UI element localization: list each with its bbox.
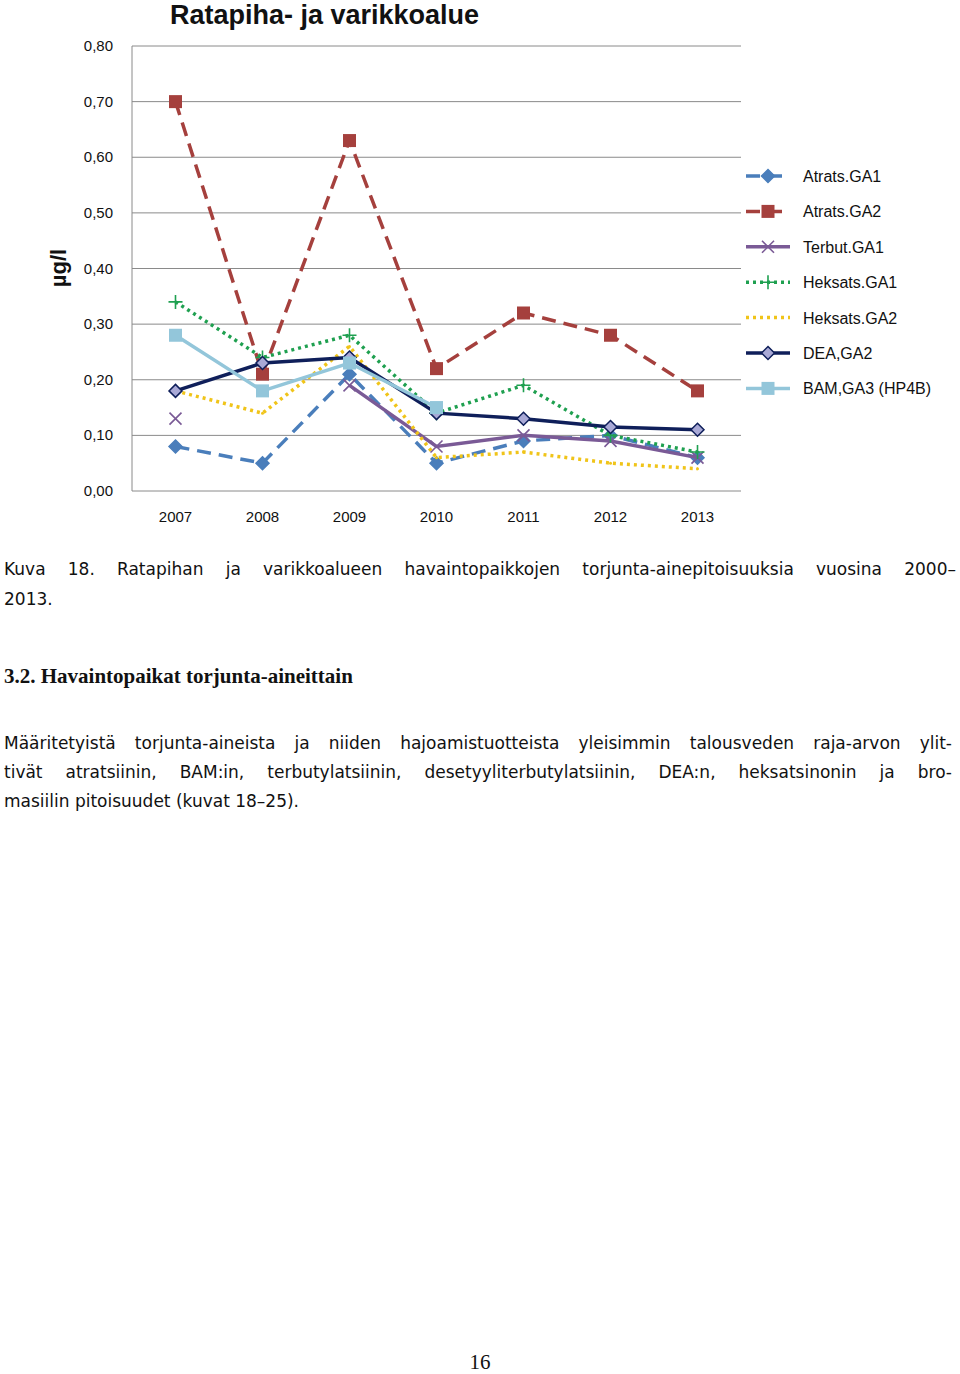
marker <box>517 378 531 392</box>
point <box>609 462 612 465</box>
grid-line <box>132 379 741 380</box>
marker <box>762 347 775 360</box>
title: Ratapiha- ja varikkoalue <box>170 0 479 30</box>
marker <box>517 412 530 425</box>
legend-label: Atrats.GA2 <box>803 203 881 220</box>
x-tick-label: 2008 <box>246 508 279 525</box>
marker <box>431 441 443 453</box>
paragraph-line: Määritetyistä torjunta-aineista ja niide… <box>4 733 952 753</box>
y-tick-label: 0,60 <box>84 148 113 165</box>
marker <box>691 384 704 397</box>
legend-item: Heksats.GA1 <box>746 274 897 291</box>
caption-line: 2013. <box>4 589 956 609</box>
chart: Ratapiha- ja varikkoalue µg/l 0,00 0,10 0,20… <box>0 0 960 545</box>
grid-line <box>132 491 741 492</box>
point <box>435 456 438 459</box>
marker <box>344 379 356 391</box>
series-line <box>176 374 698 463</box>
y-tick-label: 0,40 <box>84 260 113 277</box>
series-line <box>176 346 698 468</box>
grid-line <box>132 268 741 269</box>
y-tick-label: 0,00 <box>84 482 113 499</box>
point <box>696 467 699 470</box>
x-tick-label: 2012 <box>594 508 627 525</box>
marker <box>761 275 775 289</box>
marker <box>256 357 269 370</box>
series-line <box>176 358 698 430</box>
point <box>522 451 525 454</box>
y-axis-label: µg/l <box>46 249 71 287</box>
series-line <box>176 302 698 452</box>
grid-line <box>132 435 741 436</box>
point <box>261 412 264 415</box>
marker <box>169 440 182 453</box>
marker <box>169 95 182 108</box>
legend-label: Terbut.GA1 <box>803 239 884 256</box>
marker <box>343 357 356 370</box>
series-line <box>350 385 698 457</box>
series-line <box>176 335 437 407</box>
marker <box>343 134 356 147</box>
caption-line: Kuva 18. Ratapihan ja varikkoalueen hava… <box>4 559 956 579</box>
marker <box>343 328 357 342</box>
grid-line <box>132 101 741 102</box>
series-line <box>176 102 698 391</box>
x-tick-label: 2011 <box>507 508 539 525</box>
marker <box>518 429 530 441</box>
legend-label: Heksats.GA2 <box>803 310 897 327</box>
grid-line <box>132 324 741 325</box>
section-heading: 3.2. Havaintopaikat torjunta-aineittain <box>4 664 353 689</box>
legend-item: Atrats.GA2 <box>746 203 881 220</box>
grid-line <box>132 157 741 158</box>
marker <box>256 384 269 397</box>
marker <box>169 329 182 342</box>
legend-item: Terbut.GA1 <box>746 239 884 256</box>
marker <box>691 445 705 459</box>
y-tick-label: 0,50 <box>84 204 113 221</box>
y-tick-label: 0,70 <box>84 93 113 110</box>
legend-item: Heksats.GA2 <box>746 310 897 327</box>
y-axis <box>132 46 133 491</box>
marker <box>604 421 617 434</box>
x-tick-label: 2007 <box>159 508 192 525</box>
marker <box>430 401 443 414</box>
grid-line <box>132 212 741 213</box>
legend-label: Heksats.GA1 <box>803 274 897 291</box>
marker <box>762 382 775 395</box>
legend-label: BAM,GA3 (HP4B) <box>803 380 931 397</box>
page-number: 16 <box>0 1350 960 1374</box>
marker <box>256 457 269 470</box>
paragraph-line: tivät atratsiinin, BAM:in, terbutylatsii… <box>4 762 952 782</box>
grid-line <box>132 46 741 47</box>
marker <box>517 307 530 320</box>
legend-item: BAM,GA3 (HP4B) <box>746 380 931 397</box>
legend-item: Atrats.GA1 <box>746 168 881 185</box>
y-tick-label: 0,10 <box>84 426 113 443</box>
legend-label: DEA,GA2 <box>803 345 872 362</box>
point <box>348 345 351 348</box>
marker <box>170 413 182 425</box>
marker <box>604 329 617 342</box>
marker <box>691 423 704 436</box>
marker <box>762 170 775 183</box>
x-tick-label: 2010 <box>420 508 453 525</box>
y-tick-label: 0,20 <box>84 371 113 388</box>
legend-label: Atrats.GA1 <box>803 168 881 185</box>
marker <box>169 384 182 397</box>
marker <box>343 368 356 381</box>
marker <box>762 241 774 253</box>
marker <box>762 205 775 218</box>
y-tick-label: 0,80 <box>84 37 113 54</box>
plot-area <box>169 95 705 470</box>
legend-item: DEA,GA2 <box>746 345 872 362</box>
marker <box>169 295 183 309</box>
marker <box>430 362 443 375</box>
x-tick-label: 2013 <box>681 508 714 525</box>
paragraph-line: masiilin pitoisuudet (kuvat 18–25). <box>4 791 952 811</box>
y-tick-label: 0,30 <box>84 315 113 332</box>
x-tick-label: 2009 <box>333 508 366 525</box>
